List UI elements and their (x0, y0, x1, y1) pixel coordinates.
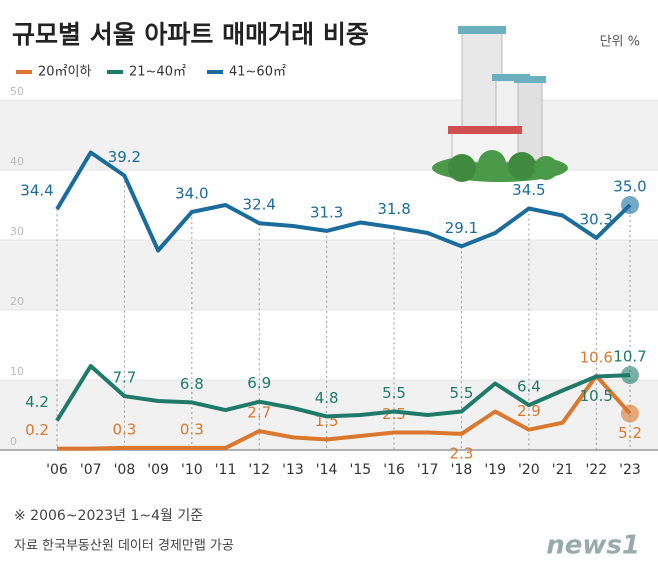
y-tick-label: 40 (10, 155, 24, 168)
data-label: 32.4 (243, 196, 276, 214)
grid-band (0, 240, 658, 310)
x-tick-label: '16 (383, 462, 405, 478)
data-label: 6.9 (247, 374, 271, 392)
x-tick-label: '14 (316, 462, 338, 478)
x-tick-label: '10 (181, 462, 203, 478)
data-label: 29.1 (445, 219, 478, 237)
data-label: 2.7 (247, 404, 271, 422)
legend-label: 21~40㎡ (129, 65, 186, 80)
data-label: 7.7 (112, 369, 136, 387)
building-illustration (432, 26, 568, 182)
data-label: 34.5 (512, 181, 545, 199)
legend-label: 20㎡이하 (38, 65, 92, 80)
series-line (55, 364, 631, 422)
y-tick-label: 50 (10, 85, 24, 98)
data-label: 34.4 (20, 182, 53, 200)
data-label: 0.2 (25, 421, 49, 439)
end-marker (621, 196, 639, 214)
x-tick-label: '13 (282, 462, 304, 478)
data-label: 4.2 (25, 393, 49, 411)
data-label: 34.0 (175, 185, 208, 203)
x-tick-label: '21 (552, 462, 574, 478)
source: 자료 한국부동산원 데이터 경제만랩 가공 (14, 539, 234, 554)
data-label: 10.5 (580, 387, 613, 405)
data-label: 2.5 (382, 405, 406, 423)
data-label: 6.4 (517, 378, 541, 396)
data-label: 5.2 (618, 424, 642, 442)
x-tick-label: '12 (248, 462, 270, 478)
data-label: 5.5 (382, 384, 406, 402)
legend-label: 41~60㎡ (229, 65, 286, 80)
x-tick-label: '06 (46, 462, 68, 478)
x-tick-label: '22 (585, 462, 607, 478)
x-tick-label: '08 (114, 462, 136, 478)
data-label: 10.7 (613, 348, 646, 366)
note: ※ 2006~2023년 1~4월 기준 (14, 508, 203, 524)
x-tick-label: '18 (451, 462, 473, 478)
data-label: 31.8 (377, 200, 410, 218)
x-tick-label: '23 (619, 462, 641, 478)
x-tick-label: '20 (518, 462, 540, 478)
data-label: 10.6 (580, 348, 613, 366)
chart-title: 규모별 서울 아파트 매매거래 비중 (12, 20, 369, 49)
data-label: 4.8 (315, 389, 339, 407)
data-label: 30.3 (580, 210, 613, 228)
end-marker (621, 404, 639, 423)
x-tick-label: '07 (80, 462, 102, 478)
series-line (55, 150, 632, 253)
x-tick-label: '15 (350, 462, 372, 478)
data-label: 2.3 (450, 444, 474, 462)
y-tick-label: 30 (10, 225, 24, 238)
x-tick-label: '09 (147, 462, 169, 478)
y-tick-label: 10 (10, 365, 24, 378)
plot-area: 0 10 20 30 40 50 20㎡이하 21~40㎡ 41~60㎡ '06 '07 '08 '09… (0, 65, 658, 478)
logo: news1 (546, 531, 640, 561)
data-label: 5.5 (450, 384, 474, 402)
data-label: 2.9 (517, 402, 541, 420)
x-tick-label: '17 (417, 462, 439, 478)
data-label: 0.3 (112, 420, 136, 438)
data-label: 35.0 (613, 178, 646, 196)
y-tick-label: 20 (10, 295, 24, 308)
x-tick-label: '19 (484, 462, 506, 478)
data-label: 39.2 (108, 148, 141, 166)
y-tick-label: 0 (10, 435, 17, 448)
x-tick-label: '11 (215, 462, 237, 478)
series-line (57, 373, 632, 451)
data-label: 6.8 (180, 375, 204, 393)
data-label: 31.3 (310, 203, 343, 221)
end-marker (621, 366, 639, 385)
data-label: 0.3 (180, 420, 204, 438)
unit-label: 단위 % (600, 35, 640, 50)
